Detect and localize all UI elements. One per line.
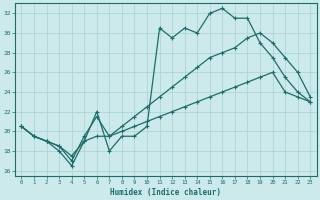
X-axis label: Humidex (Indice chaleur): Humidex (Indice chaleur) (110, 188, 221, 197)
